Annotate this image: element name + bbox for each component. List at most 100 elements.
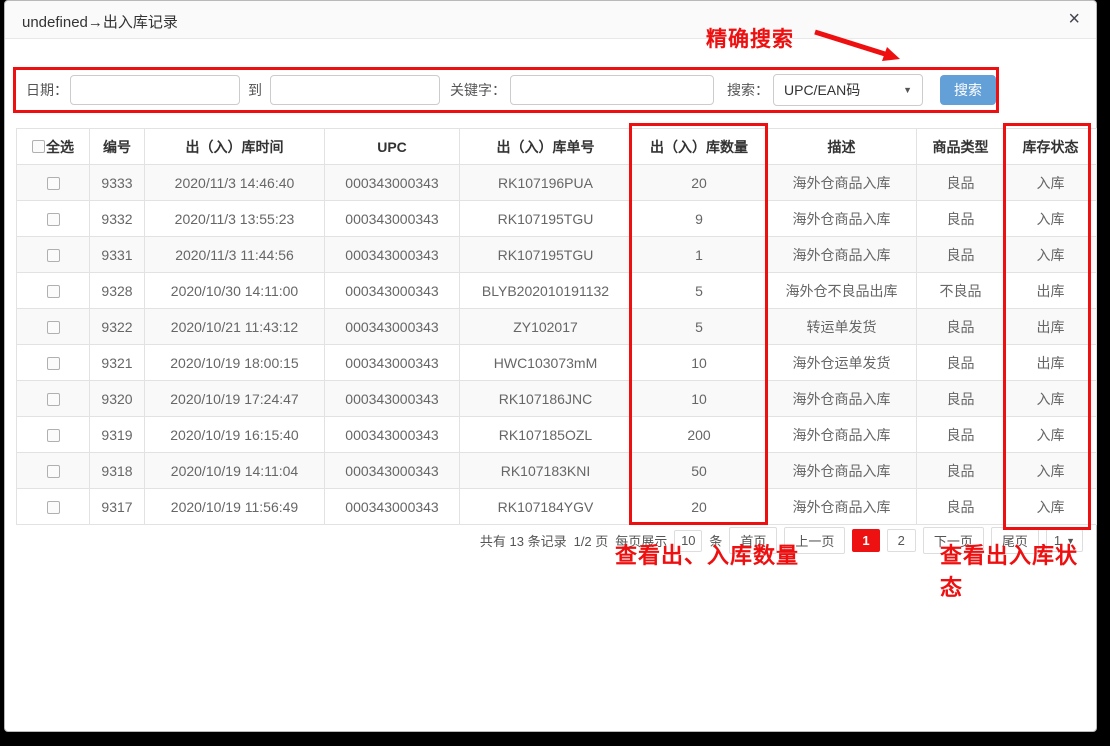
- cell-status: 入库: [1004, 452, 1097, 489]
- col-header-status: 库存状态: [1004, 128, 1097, 165]
- row-checkbox[interactable]: [46, 213, 60, 227]
- select-all-header: 全选: [16, 128, 90, 165]
- cell-status: 入库: [1004, 164, 1097, 201]
- row-checkbox[interactable]: [46, 285, 60, 299]
- row-select-cell: [16, 416, 90, 453]
- cell-order_no: HWC103073mM: [459, 344, 632, 381]
- cell-upc: 000343000343: [324, 236, 460, 273]
- cell-type: 良品: [916, 416, 1005, 453]
- col-header-upc: UPC: [324, 128, 460, 165]
- keyword-input[interactable]: [510, 75, 714, 105]
- page-button-2[interactable]: 2: [886, 529, 916, 552]
- pagination-bar: 共有 13 条记录 1/2 页 每页展示 条 首页 上一页 1 2 下一页 尾页…: [480, 527, 1083, 554]
- cell-order_no: RK107186JNC: [459, 380, 632, 417]
- cell-desc: 海外仓运单发货: [766, 344, 917, 381]
- row-checkbox[interactable]: [46, 357, 60, 371]
- cell-upc: 000343000343: [324, 200, 460, 237]
- cell-qty: 10: [631, 380, 767, 417]
- search-type-select[interactable]: UPC/EAN码 ▼: [773, 74, 923, 106]
- cell-status: 入库: [1004, 488, 1097, 525]
- row-select-cell: [16, 272, 90, 309]
- cell-order_no: RK107185OZL: [459, 416, 632, 453]
- cell-time: 2020/11/3 14:46:40: [144, 164, 325, 201]
- row-select-cell: [16, 452, 90, 489]
- row-checkbox[interactable]: [46, 501, 60, 515]
- date-from-input[interactable]: [70, 75, 240, 105]
- cell-id: 9321: [89, 344, 145, 381]
- search-type-label: 搜索：: [727, 82, 769, 98]
- per-page-label: 每页展示: [615, 534, 668, 549]
- per-page-unit: 条: [709, 534, 723, 549]
- cell-desc: 转运单发货: [766, 308, 917, 345]
- table-row: 9320 2020/10/19 17:24:47 000343000343 RK107…: [16, 380, 1097, 417]
- next-page-button[interactable]: 下一页: [922, 527, 984, 554]
- cell-order_no: RK107183KNI: [459, 452, 632, 489]
- page-indicator: 1/2 页: [573, 534, 609, 549]
- cell-desc: 海外仓不良品出库: [766, 272, 917, 309]
- cell-time: 2020/10/30 14:11:00: [144, 272, 325, 309]
- col-header-qty: 出（入）库数量: [631, 128, 767, 165]
- cell-qty: 10: [631, 344, 767, 381]
- page-jump-select[interactable]: 1 ▼: [1045, 529, 1083, 552]
- row-checkbox[interactable]: [46, 321, 60, 335]
- cell-type: 良品: [916, 164, 1005, 201]
- cell-status: 入库: [1004, 380, 1097, 417]
- keyword-label: 关键字：: [450, 82, 506, 98]
- cell-desc: 海外仓商品入库: [766, 452, 917, 489]
- cell-qty: 50: [631, 452, 767, 489]
- cell-id: 9318: [89, 452, 145, 489]
- row-checkbox[interactable]: [46, 465, 60, 479]
- date-to-input[interactable]: [270, 75, 440, 105]
- table-header-row: 全选 编号 出（入）库时间 UPC 出（入）库单号 出（入）库数量 描述 商品类…: [16, 128, 1097, 165]
- row-checkbox[interactable]: [46, 393, 60, 407]
- records-table: 全选 编号 出（入）库时间 UPC 出（入）库单号 出（入）库数量 描述 商品类…: [16, 128, 1097, 525]
- select-all-checkbox[interactable]: [32, 140, 45, 153]
- cell-type: 良品: [916, 488, 1005, 525]
- cell-order_no: RK107195TGU: [459, 236, 632, 273]
- cell-time: 2020/10/19 16:15:40: [144, 416, 325, 453]
- page-button-current[interactable]: 1: [852, 529, 880, 552]
- col-header-time: 出（入）库时间: [144, 128, 325, 165]
- prev-page-button[interactable]: 上一页: [784, 527, 846, 554]
- cell-id: 9333: [89, 164, 145, 201]
- row-checkbox[interactable]: [46, 177, 60, 191]
- per-page-input[interactable]: [674, 529, 703, 552]
- search-button[interactable]: 搜索: [940, 75, 996, 105]
- cell-qty: 20: [631, 164, 767, 201]
- cell-status: 入库: [1004, 236, 1097, 273]
- row-select-cell: [16, 488, 90, 525]
- cell-upc: 000343000343: [324, 272, 460, 309]
- cell-time: 2020/10/21 11:43:12: [144, 308, 325, 345]
- row-select-cell: [16, 236, 90, 273]
- cell-time: 2020/10/19 14:11:04: [144, 452, 325, 489]
- table-row: 9318 2020/10/19 14:11:04 000343000343 RK107…: [16, 452, 1097, 489]
- cell-qty: 200: [631, 416, 767, 453]
- row-checkbox[interactable]: [46, 429, 60, 443]
- cell-desc: 海外仓商品入库: [766, 164, 917, 201]
- cell-time: 2020/10/19 18:00:15: [144, 344, 325, 381]
- date-to-label: 到: [248, 82, 262, 98]
- cell-order_no: ZY102017: [459, 308, 632, 345]
- cell-qty: 5: [631, 272, 767, 309]
- first-page-button[interactable]: 首页: [729, 527, 778, 554]
- col-header-order-no: 出（入）库单号: [459, 128, 632, 165]
- col-header-type: 商品类型: [916, 128, 1005, 165]
- close-icon[interactable]: ×: [1068, 8, 1080, 30]
- col-header-desc: 描述: [766, 128, 917, 165]
- row-select-cell: [16, 200, 90, 237]
- cell-order_no: BLYB202010191132: [459, 272, 632, 309]
- last-page-button[interactable]: 尾页: [990, 527, 1039, 554]
- cell-status: 入库: [1004, 200, 1097, 237]
- row-select-cell: [16, 380, 90, 417]
- cell-upc: 000343000343: [324, 164, 460, 201]
- cell-time: 2020/10/19 11:56:49: [144, 488, 325, 525]
- cell-desc: 海外仓商品入库: [766, 416, 917, 453]
- total-records-text: 共有 13 条记录: [479, 534, 567, 549]
- cell-id: 9328: [89, 272, 145, 309]
- cell-type: 良品: [916, 308, 1005, 345]
- chevron-down-icon: ▼: [903, 85, 912, 95]
- cell-order_no: RK107196PUA: [459, 164, 632, 201]
- cell-upc: 000343000343: [324, 344, 460, 381]
- row-checkbox[interactable]: [46, 249, 60, 263]
- row-select-cell: [16, 164, 90, 201]
